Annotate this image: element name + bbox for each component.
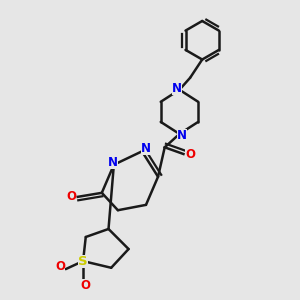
Text: O: O [81, 279, 91, 292]
Text: S: S [78, 255, 88, 268]
Text: O: O [185, 148, 195, 160]
Text: N: N [141, 142, 151, 155]
Text: N: N [177, 129, 187, 142]
Text: N: N [172, 82, 182, 95]
Text: N: N [107, 155, 118, 169]
Text: O: O [55, 260, 65, 273]
Text: O: O [66, 190, 76, 203]
